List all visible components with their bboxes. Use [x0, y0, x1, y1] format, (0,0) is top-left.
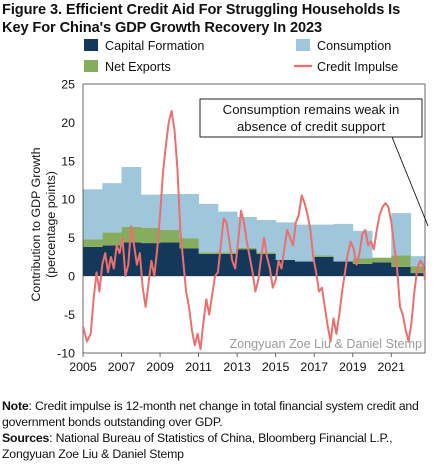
chart: Capital Formation Consumption Net Exports C… — [29, 39, 429, 374]
net-exports-block-2013 — [237, 247, 257, 250]
net-exports-block-2020 — [372, 257, 392, 263]
axes: -10 -5 0 5 10 15 20 25 2005 2007 2009 2011 2013 2015 2… — [29, 77, 405, 374]
note-paragraph: Note: Credit impulse is 12-month net cha… — [2, 398, 442, 430]
legend-swatch-capital-formation — [84, 39, 98, 51]
credit-impulse-line — [83, 109, 425, 351]
figure-title: Figure 3. Efficient Credit Aid For Strug… — [2, 1, 442, 37]
sources-paragraph: Sources: National Bureau of Statistics o… — [2, 430, 442, 462]
net-exports-block-2006 — [102, 232, 122, 246]
legend-swatch-consumption — [296, 39, 310, 51]
consumption-block-2017 — [314, 224, 334, 256]
y-tick-label-20: 20 — [61, 116, 75, 130]
capital-formation-block-2013 — [237, 249, 257, 277]
capital-formation-block-2016 — [294, 257, 315, 277]
net-exports-block-2010 — [179, 238, 200, 249]
y-tick-label-25: 25 — [61, 77, 75, 91]
plot-area — [82, 83, 426, 354]
capital-formation-block-2018 — [333, 259, 354, 277]
net-exports-block-2008 — [140, 227, 161, 244]
y-axis-title-line-2: (percentage points) — [44, 171, 58, 278]
sources-text: : National Bureau of Statistics of China… — [2, 431, 393, 461]
consumption-block-2014 — [256, 220, 277, 253]
consumption-block-2005 — [83, 189, 103, 240]
consumption-block-2008 — [140, 194, 161, 228]
x-tick-label-2021: 2021 — [377, 360, 405, 374]
y-tick-label-0: 0 — [68, 270, 75, 284]
legend: Capital Formation Consumption Net Exports C… — [84, 39, 398, 74]
notes: Note: Credit impulse is 12-month net cha… — [2, 398, 442, 462]
consumption-block-2007 — [121, 167, 142, 227]
legend-label-credit-impulse: Credit Impulse — [317, 60, 398, 74]
consumption-block-2006 — [102, 183, 122, 233]
callout-text-line-2: absence of credit support — [237, 119, 385, 134]
consumption-block-2021 — [391, 213, 411, 256]
consumption-block-2010 — [179, 193, 200, 239]
legend-label-net-exports: Net Exports — [105, 60, 171, 74]
series-consumption — [83, 167, 425, 267]
y-axis-title: Contribution to GDP Growth(percentage po… — [29, 147, 58, 301]
overlay: Consumption remains weak in absence of cr… — [199, 98, 429, 351]
capital-formation-block-2020 — [372, 262, 392, 277]
note-text: : Credit impulse is 12-month net change … — [2, 399, 419, 429]
y-axis-title-line-1: Contribution to GDP Growth — [29, 147, 43, 301]
capital-formation-block-2005 — [83, 246, 103, 277]
consumption-block-2009 — [160, 193, 180, 231]
net-exports-block-2005 — [83, 239, 103, 247]
x-tick-label-2015: 2015 — [262, 360, 290, 374]
x-tick-label-2019: 2019 — [339, 360, 367, 374]
x-tick-label-2005: 2005 — [69, 360, 97, 374]
callout-box — [199, 98, 423, 138]
x-tick-label-2017: 2017 — [300, 360, 328, 374]
x-tick-label-2007: 2007 — [108, 360, 136, 374]
figure-title-line-2: Key For China's GDP Growth Recovery In 2… — [2, 20, 323, 36]
net-exports-block-2019 — [352, 258, 373, 264]
y-tick-label-15: 15 — [61, 154, 75, 168]
figure-title-line-1: Figure 3. Efficient Credit Aid For Strug… — [2, 2, 401, 18]
x-tick-label-2013: 2013 — [223, 360, 251, 374]
consumption-block-2011 — [198, 203, 219, 253]
callout-text-line-1: Consumption remains weak in — [223, 102, 400, 117]
chart-watermark: Zongyuan Zoe Liu & Daniel Stemp — [229, 337, 422, 351]
callout-pointer — [391, 136, 429, 227]
x-tick-label-2011: 2011 — [185, 360, 212, 374]
x-tick-label-2009: 2009 — [146, 360, 174, 374]
capital-formation-block-2011 — [198, 253, 219, 277]
capital-formation-block-2021 — [391, 266, 411, 277]
capital-formation-block-2017 — [314, 256, 334, 277]
net-exports-block-2009 — [160, 230, 180, 243]
capital-formation-block-2019 — [352, 263, 373, 277]
consumption-block-2016 — [294, 224, 315, 262]
net-exports-block-2011 — [198, 252, 219, 254]
y-tick-label--5: -5 — [64, 308, 75, 322]
legend-label-consumption: Consumption — [317, 39, 391, 53]
net-exports-block-2012 — [217, 252, 238, 254]
capital-formation-block-2007 — [121, 242, 142, 277]
y-tick-label--10: -10 — [57, 346, 75, 360]
legend-swatch-net-exports — [84, 60, 98, 72]
note-label: Note — [2, 399, 29, 413]
y-tick-label-10: 10 — [61, 193, 75, 207]
net-exports-block-2021 — [391, 255, 411, 267]
sources-label: Sources — [2, 431, 50, 445]
net-exports-block-2017 — [314, 255, 334, 257]
consumption-block-2022 — [410, 256, 425, 267]
consumption-block-2013 — [237, 216, 257, 248]
legend-label-capital-formation: Capital Formation — [105, 39, 204, 53]
capital-formation-block-2009 — [160, 242, 180, 277]
capital-formation-block-2022 — [410, 273, 425, 277]
y-tick-label-5: 5 — [68, 231, 75, 245]
